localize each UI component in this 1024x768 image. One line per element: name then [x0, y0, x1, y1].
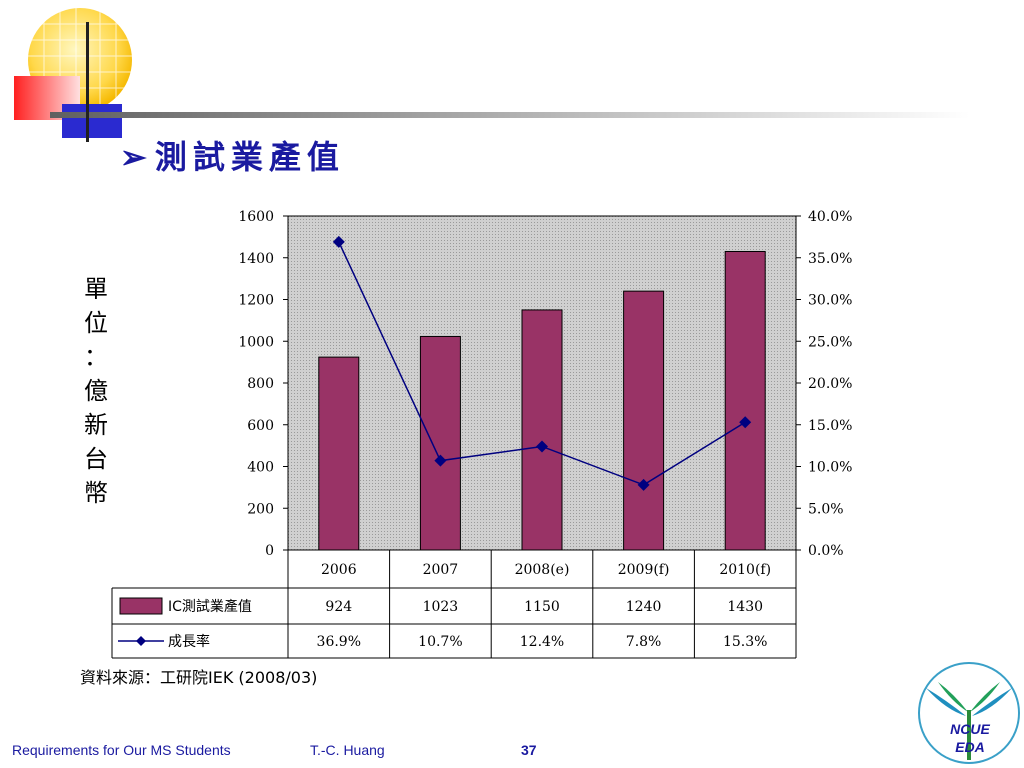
blue-block-decoration [62, 104, 122, 138]
logo-text: NCUE EDA [940, 720, 1000, 756]
unit-label-char: 新 [84, 411, 108, 439]
left-tick-label: 800 [247, 376, 274, 392]
footer-course: Requirements for Our MS Students [12, 742, 231, 758]
left-axis: 0 200 400 600 800 1000 1200 1400 1600 [238, 209, 289, 559]
slide-decoration [14, 8, 970, 142]
bar-data-label: 1150 [524, 599, 560, 615]
right-tick-label: 35.0% [808, 251, 852, 267]
logo-line1: NCUE [950, 721, 990, 737]
right-tick-label: 40.0% [808, 209, 852, 225]
ncue-eda-logo [918, 662, 1020, 764]
bullet-arrow-icon: ➢ [120, 138, 153, 176]
left-tick-label: 600 [247, 418, 274, 434]
left-tick-label: 1000 [238, 334, 274, 350]
right-tick-label: 0.0% [808, 543, 844, 559]
unit-label: 單 位 ： 億 新 台 幣 [80, 272, 112, 510]
right-axis: 0.0% 5.0% 10.0% 15.0% 20.0% 25.0% 30.0% 35.0% 40… [795, 209, 852, 559]
right-tick-label: 10.0% [808, 460, 852, 476]
left-tick-label: 1600 [238, 209, 274, 225]
line-data-label: 10.7% [418, 634, 462, 650]
unit-label-char: 台 [84, 445, 108, 473]
right-tick-label: 25.0% [808, 334, 852, 350]
left-tick-label: 0 [265, 543, 274, 559]
data-table: 2006 924 36.9% 2007 1023 10.7% 2008(e) 1150 12.4… [111, 550, 797, 659]
category-label: 2007 [423, 562, 459, 578]
bar-series [318, 250, 766, 551]
legend-bar-swatch [119, 597, 163, 615]
left-tick-label: 400 [247, 460, 274, 476]
growth-point [536, 440, 548, 453]
source-note: 資料來源：工研院IEK (2008/03) [80, 668, 318, 687]
legend-line-marker [136, 636, 146, 646]
category-label: 2008(e) [515, 562, 570, 578]
right-tick-label: 15.0% [808, 418, 852, 434]
header-line-decoration [50, 112, 970, 118]
growth-point [332, 235, 345, 248]
unit-label-char: 億 [84, 377, 108, 405]
bar [521, 309, 563, 551]
left-tick-label: 200 [247, 501, 274, 517]
line-data-label: 12.4% [520, 634, 564, 650]
line-data-label: 36.9% [317, 634, 361, 650]
category-label: 2009(f) [618, 562, 670, 578]
right-tick-label: 5.0% [808, 501, 844, 517]
unit-label-char: 位 [84, 309, 108, 337]
growth-point [739, 416, 752, 429]
legend-bar-label: IC測試業產值 [168, 598, 252, 615]
page-number: 37 [521, 742, 537, 758]
right-tick-label: 30.0% [808, 293, 852, 309]
logo-line2: EDA [955, 739, 985, 755]
bar [724, 250, 766, 551]
bar-data-label: 1023 [423, 599, 459, 615]
category-label: 2010(f) [719, 562, 771, 578]
bar [623, 290, 665, 551]
legend-line-label: 成長率 [168, 633, 210, 650]
category-label: 2006 [321, 562, 357, 578]
bar [318, 356, 360, 551]
bar-data-label: 924 [325, 599, 352, 615]
growth-point [637, 478, 650, 491]
left-tick-label: 1200 [238, 293, 274, 309]
unit-label-char: 單 [84, 275, 108, 303]
vertical-bar-decoration [86, 22, 89, 142]
growth-point [434, 454, 447, 467]
bar-data-label: 1430 [727, 599, 763, 615]
bar-data-label: 1240 [626, 599, 662, 615]
unit-label-char: ： [84, 343, 108, 371]
right-tick-label: 20.0% [808, 376, 852, 392]
slide-title-text: 測試業產值 [154, 138, 345, 176]
line-data-label: 15.3% [723, 634, 767, 650]
unit-label-char: 幣 [84, 479, 108, 507]
bar [419, 335, 461, 551]
line-data-label: 7.8% [626, 634, 662, 650]
footer-author: T.-C. Huang [310, 742, 385, 758]
slide-title: ➢測試業產值 [120, 132, 345, 178]
line-series [332, 235, 752, 491]
left-tick-label: 1400 [238, 251, 274, 267]
